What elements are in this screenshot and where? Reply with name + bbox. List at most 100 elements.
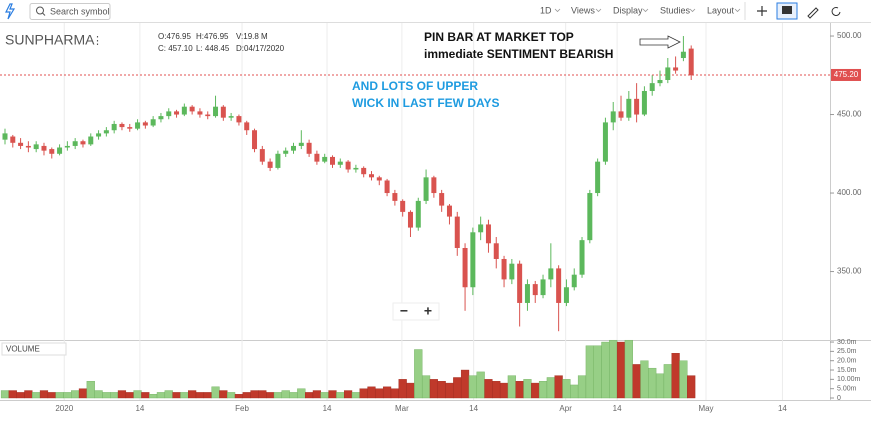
candle-body <box>478 224 484 233</box>
volume-bar <box>55 392 64 399</box>
candle-body <box>158 116 164 120</box>
candle-body <box>103 130 109 134</box>
volume-bar <box>203 392 212 399</box>
volume-bar <box>343 390 353 399</box>
volume-bar <box>476 371 485 399</box>
candle-body <box>49 149 55 154</box>
zoom-controls <box>392 302 440 321</box>
volume-bar <box>266 392 275 399</box>
candle-body <box>415 200 421 228</box>
annotation-arrow <box>639 35 681 49</box>
volume-bar <box>406 382 415 399</box>
candle-body <box>400 200 406 212</box>
search-placeholder: Search symbol <box>50 6 110 16</box>
zoom-in-button[interactable]: + <box>424 303 432 319</box>
volume-bar <box>398 379 407 399</box>
candle-body <box>657 79 663 84</box>
volume-bar <box>421 375 431 399</box>
volume-bar <box>554 375 563 399</box>
candle-body <box>431 177 437 194</box>
x-tick-label: 14 <box>778 404 787 413</box>
volume-tick-label: 25.0m <box>837 348 857 355</box>
volume-bar <box>609 339 618 399</box>
volume-bar <box>601 341 610 399</box>
candle-body <box>470 232 476 288</box>
logo-icon[interactable] <box>5 3 16 20</box>
candle-body <box>80 141 86 145</box>
volume-bar <box>164 390 173 399</box>
candle-body <box>407 211 413 228</box>
volume-bar <box>655 373 665 399</box>
candle-body <box>322 156 328 162</box>
symbol: SUNPHARMA <box>5 32 95 48</box>
x-tick-label: 14 <box>323 404 332 413</box>
menu-button[interactable]: Display <box>613 5 643 15</box>
candle-body <box>556 268 562 303</box>
candle-body <box>57 147 63 154</box>
candle-body <box>329 156 335 165</box>
volume-bar <box>149 394 158 399</box>
x-tick-label: 14 <box>135 404 144 413</box>
candle-body <box>252 130 258 150</box>
candle-body <box>275 153 281 168</box>
zoom-out-button[interactable]: − <box>400 303 408 319</box>
candle-body <box>220 106 226 118</box>
candle-body <box>33 144 39 150</box>
y-tick-label: 400.00 <box>837 188 862 197</box>
volume-bar <box>195 392 205 399</box>
candle-body <box>337 161 343 165</box>
candle-body <box>665 67 671 80</box>
volume-bar <box>32 392 41 399</box>
candle-body <box>72 141 78 146</box>
x-tick-label: 14 <box>613 404 622 413</box>
candle-body <box>532 284 538 296</box>
search-icon <box>42 12 46 16</box>
candle-body <box>595 161 601 194</box>
menu-button[interactable]: Layout <box>707 5 735 15</box>
crosshair-button[interactable] <box>757 6 767 16</box>
menu-button[interactable]: Studies <box>660 5 691 15</box>
candle-body <box>111 123 117 131</box>
volume-bar <box>281 390 290 399</box>
candle-body <box>626 98 632 118</box>
symbol-menu[interactable]: ⋮ <box>92 35 103 47</box>
candle-body <box>485 224 491 244</box>
candle-body <box>197 111 203 115</box>
volume-bar <box>8 390 17 399</box>
interval-button[interactable]: 1D <box>540 5 552 15</box>
volume-bar <box>687 375 696 399</box>
candle-body <box>540 279 546 296</box>
candle-body <box>634 98 640 115</box>
volume-bar <box>289 392 298 399</box>
volume-bar <box>382 386 392 399</box>
x-tick-label: 14 <box>469 404 478 413</box>
candle-body <box>236 116 242 123</box>
volume-bar <box>593 345 602 399</box>
y-tick-label: 350.00 <box>837 267 862 276</box>
volume-bar <box>133 390 142 399</box>
draw-button[interactable] <box>807 7 819 19</box>
candle-body <box>174 111 180 115</box>
volume-bar <box>414 349 423 399</box>
candle-body <box>392 193 398 201</box>
volume-bar <box>663 364 672 399</box>
x-tick-label: 2020 <box>55 404 73 413</box>
menu-button[interactable]: Views <box>571 5 595 15</box>
volume-bar <box>546 377 555 399</box>
volume-bar <box>390 388 399 399</box>
volume-bar <box>585 345 594 399</box>
candle-body <box>353 167 359 170</box>
volume-bar <box>188 390 197 399</box>
volume-tick-label: 5.00m <box>837 386 857 393</box>
y-tick-label: 500.00 <box>837 31 862 40</box>
volume-tick-label: 15.0m <box>837 367 857 374</box>
x-tick-label: Mar <box>395 404 409 413</box>
toolbar <box>0 0 871 22</box>
volume-bar <box>531 382 540 399</box>
reset-button[interactable] <box>831 7 841 16</box>
legend-item: H:476.95 <box>196 32 229 41</box>
volume-bar <box>172 392 181 399</box>
legend-item: C: 457.10 <box>158 44 193 53</box>
search-box[interactable] <box>29 3 111 20</box>
